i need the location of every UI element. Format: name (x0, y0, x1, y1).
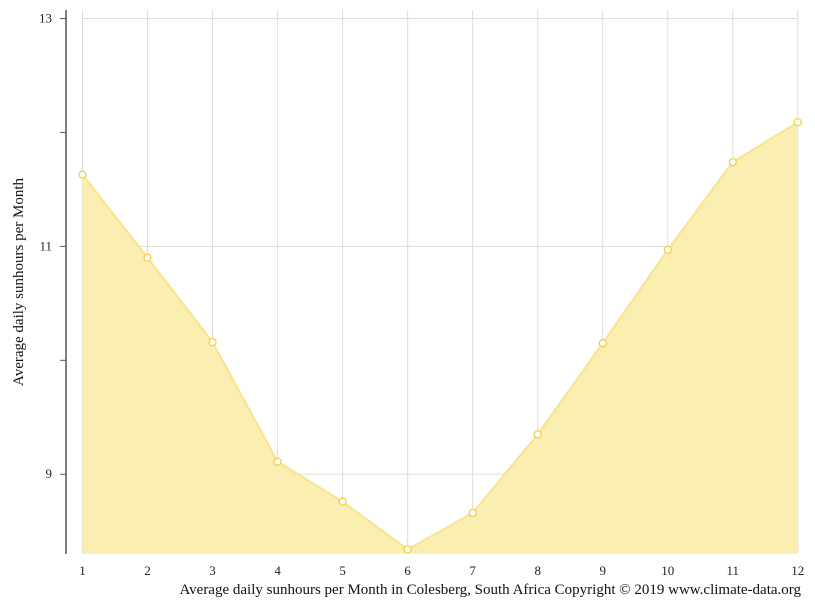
x-tick-label-7: 7 (469, 563, 476, 578)
data-point-1 (78, 170, 87, 179)
x-tick-label-11: 11 (727, 563, 740, 578)
x-tick-label-1: 1 (79, 563, 86, 578)
data-point-10 (663, 245, 672, 254)
data-point-3 (208, 337, 217, 347)
x-tick-label-6: 6 (404, 563, 411, 578)
x-tick-label-5: 5 (339, 563, 346, 578)
data-point-11 (728, 157, 737, 167)
data-point-12 (793, 118, 802, 127)
chart-caption: Average daily sunhours per Month in Cole… (179, 582, 801, 598)
x-tick-label-8: 8 (534, 563, 541, 578)
data-point-4 (273, 457, 282, 466)
x-tick-label-10: 10 (661, 563, 674, 578)
data-point-6 (403, 545, 412, 554)
y-axis-title: Average daily sunhours per Month (11, 178, 27, 387)
y-tick-label-9: 9 (46, 466, 53, 481)
data-point-2 (143, 253, 152, 262)
x-tick-label-12: 12 (791, 563, 804, 578)
x-tick-label-2: 2 (144, 563, 151, 578)
area-layer (81, 121, 799, 554)
data-markers (78, 118, 802, 554)
data-point-5 (338, 497, 347, 506)
data-point-8 (533, 430, 542, 439)
axes (60, 10, 67, 554)
x-tick-label-9: 9 (599, 563, 606, 578)
sunhours-line (81, 121, 799, 551)
x-tick-label-3: 3 (209, 563, 216, 578)
data-point-9 (598, 339, 607, 348)
x-tick-label-4: 4 (274, 563, 281, 578)
y-tick-label-11: 11 (39, 238, 52, 253)
data-point-7 (468, 508, 477, 518)
y-tick-label-13: 13 (39, 11, 52, 26)
sunhours-area (82, 122, 798, 554)
